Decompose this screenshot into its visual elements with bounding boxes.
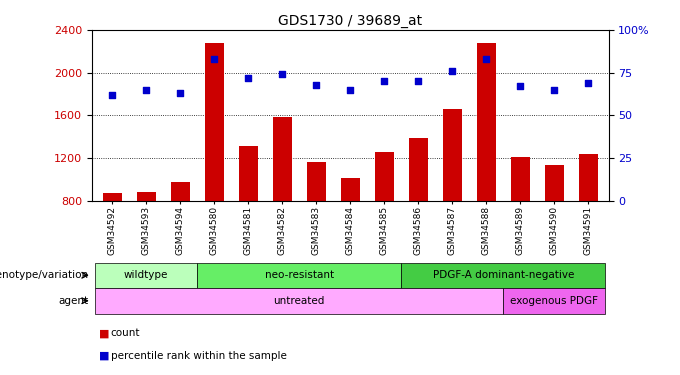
Point	[175, 90, 186, 96]
Bar	[103, 193, 122, 201]
Point	[345, 87, 356, 93]
Bar	[579, 154, 598, 201]
Point	[515, 83, 526, 89]
Text: wildtype: wildtype	[124, 270, 169, 280]
Text: ■: ■	[99, 328, 109, 339]
Bar	[273, 117, 292, 201]
Bar	[477, 43, 496, 201]
Text: agent: agent	[58, 296, 88, 306]
Bar	[307, 162, 326, 201]
Bar	[137, 192, 156, 201]
Point	[549, 87, 560, 93]
Point	[209, 56, 220, 62]
Bar	[95, 262, 197, 288]
Bar	[341, 178, 360, 201]
Bar	[545, 165, 564, 201]
Bar	[239, 146, 258, 201]
Bar	[409, 138, 428, 201]
Bar	[503, 288, 605, 314]
Bar	[511, 157, 530, 201]
Text: ■: ■	[99, 351, 109, 361]
Point	[141, 87, 152, 93]
Title: GDS1730 / 39689_at: GDS1730 / 39689_at	[278, 13, 422, 28]
Text: neo-resistant: neo-resistant	[265, 270, 334, 280]
Bar	[443, 109, 462, 201]
Text: genotype/variation: genotype/variation	[0, 270, 88, 280]
Point	[447, 68, 458, 74]
Point	[277, 71, 288, 77]
Bar	[95, 288, 503, 314]
Text: untreated: untreated	[273, 296, 325, 306]
Point	[583, 80, 594, 86]
Bar	[171, 183, 190, 201]
Text: count: count	[111, 328, 140, 339]
Bar	[401, 262, 605, 288]
Bar	[205, 43, 224, 201]
Point	[243, 75, 254, 81]
Point	[107, 92, 118, 98]
Point	[481, 56, 492, 62]
Text: percentile rank within the sample: percentile rank within the sample	[111, 351, 287, 361]
Text: exogenous PDGF: exogenous PDGF	[510, 296, 598, 306]
Point	[413, 78, 424, 84]
Bar	[375, 152, 394, 201]
Point	[379, 78, 390, 84]
Text: PDGF-A dominant-negative: PDGF-A dominant-negative	[432, 270, 574, 280]
Point	[311, 82, 322, 88]
Bar	[197, 262, 401, 288]
